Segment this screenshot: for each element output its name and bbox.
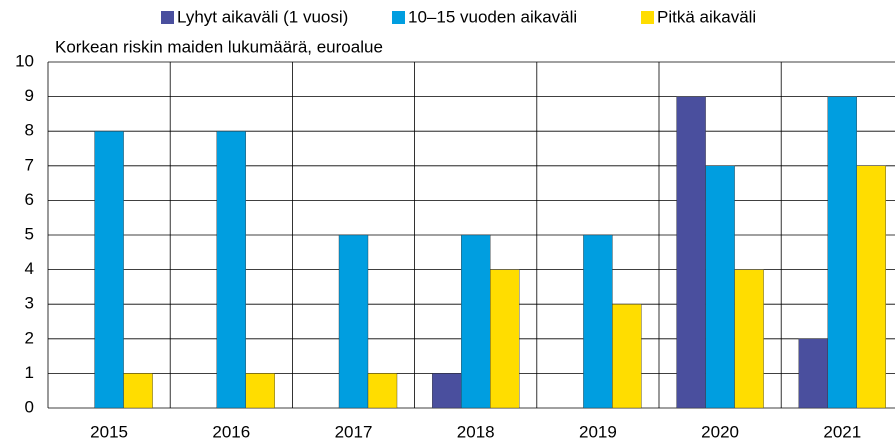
- x-tick-label: 2017: [335, 422, 373, 441]
- legend-swatch: [161, 11, 174, 24]
- y-tick-label: 7: [25, 155, 34, 174]
- bar: [490, 269, 520, 409]
- x-tick-label: 2021: [823, 422, 861, 441]
- bar: [461, 234, 491, 409]
- y-tick-label: 2: [25, 328, 34, 347]
- y-tick-label: 8: [25, 121, 34, 140]
- x-tick-label: 2016: [212, 422, 250, 441]
- bar: [798, 338, 828, 409]
- bar: [367, 373, 398, 409]
- y-tick-label: 3: [25, 294, 34, 313]
- legend-label: Lyhyt aikaväli (1 vuosi): [177, 7, 348, 26]
- bar: [734, 269, 764, 409]
- legend-label: Pitkä aikaväli: [657, 7, 756, 26]
- bar: [432, 373, 462, 409]
- x-tick-label: 2018: [457, 422, 495, 441]
- legend-label: 10–15 vuoden aikaväli: [408, 7, 577, 26]
- y-tick-label: 0: [25, 397, 34, 416]
- y-tick-label: 4: [25, 259, 34, 278]
- bar: [827, 96, 857, 409]
- x-tick-label: 2015: [90, 422, 128, 441]
- bar: [245, 373, 276, 409]
- legend-swatch: [392, 11, 405, 24]
- y-tick-label: 9: [25, 86, 34, 105]
- bar: [583, 234, 613, 409]
- bar: [856, 165, 886, 409]
- chart-subtitle: Korkean riskin maiden lukumäärä, euroalu…: [55, 37, 383, 56]
- x-tick-label: 2020: [701, 422, 739, 441]
- bar: [676, 96, 706, 409]
- y-tick-label: 6: [25, 190, 34, 209]
- y-tick-label: 1: [25, 363, 34, 382]
- x-tick-label: 2019: [579, 422, 617, 441]
- bar: [612, 304, 642, 409]
- bar: [338, 234, 369, 409]
- bar: [94, 130, 124, 409]
- bar: [705, 165, 735, 409]
- y-tick-label: 5: [25, 224, 34, 243]
- legend-swatch: [641, 11, 654, 24]
- bar: [123, 373, 153, 409]
- y-tick-label: 10: [15, 51, 34, 70]
- bar: [216, 130, 247, 409]
